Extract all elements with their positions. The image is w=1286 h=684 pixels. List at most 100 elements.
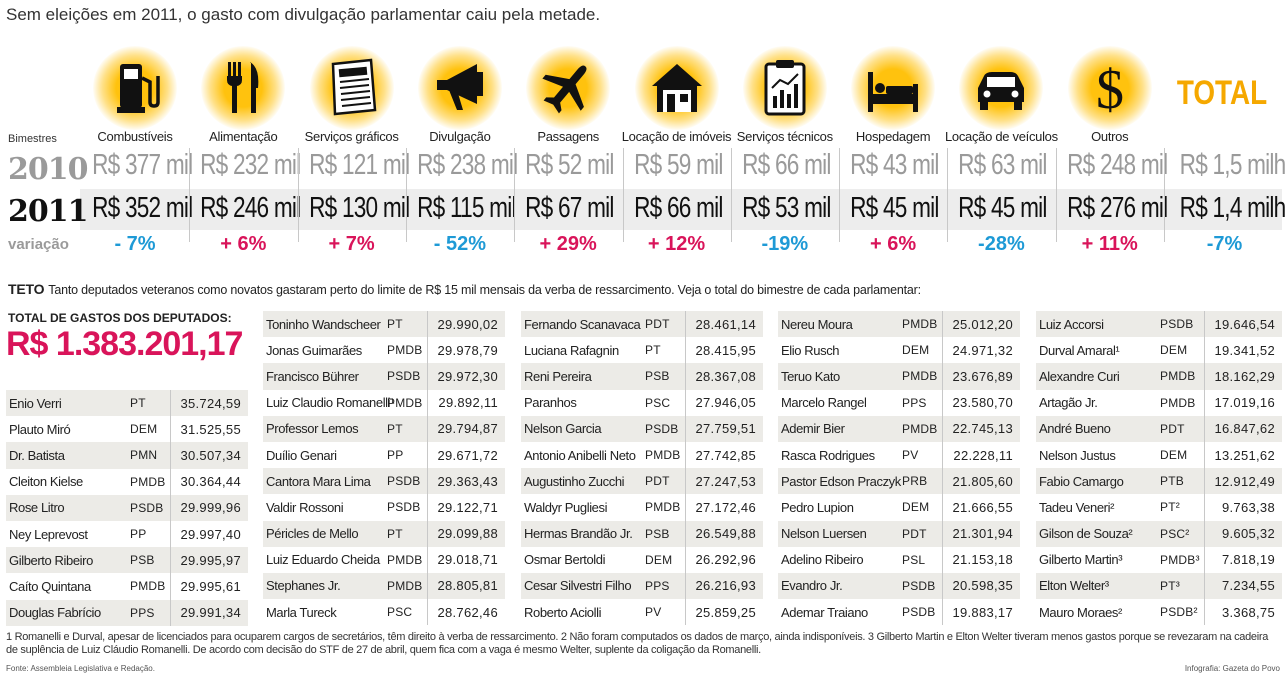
table-row: Cesar Silvestri Filho PPS 26.216,93	[521, 572, 763, 600]
cell-divider	[685, 468, 686, 495]
total-2010: R$ 1,5 milhão	[1179, 149, 1286, 181]
column-divider	[1164, 148, 1165, 242]
deputy-name: Enio Verri	[9, 395, 62, 411]
deputy-party: DEM	[1160, 448, 1188, 463]
table-row: Alexandre Curi PMDB 18.162,29	[1036, 363, 1282, 390]
deputy-party: PMDB	[130, 579, 166, 594]
deputy-name: Cesar Silvestri Filho	[524, 578, 632, 594]
source: Fonte: Assembleia Legislativa e Redação.	[6, 664, 155, 673]
cell-divider	[685, 441, 686, 469]
cell-divider	[427, 311, 428, 338]
deputy-name: Nelson Justus	[1039, 447, 1116, 463]
cell-divider	[170, 390, 171, 417]
deputy-party: PSDB	[130, 500, 164, 515]
deputy-name: Paranhos	[524, 395, 577, 411]
deputy-amount: 29.999,96	[180, 500, 241, 516]
table-row: Rose Litro PSDB 29.999,96	[6, 494, 248, 521]
deputy-amount: 17.019,16	[1214, 395, 1275, 411]
column-divider	[297, 148, 299, 242]
deputy-party: PMDB	[130, 474, 166, 489]
deputy-party: PSB	[645, 526, 670, 541]
table-row: Douglas Fabrício PPS 29.991,34	[6, 599, 248, 626]
deputy-name: Antonio Anibelli Neto	[524, 447, 636, 463]
deputy-name: Waldyr Pugliesi	[524, 499, 608, 515]
deputy-amount: 18.162,29	[1214, 368, 1275, 384]
table-row: Dr. Batista PMN 30.507,34	[6, 442, 248, 469]
deputy-party: PP	[130, 527, 147, 542]
deputies-column-4: Nereu Moura PMDB 25.012,20 Elio Rusch DEM 24.…	[778, 311, 1020, 626]
deputy-party: PSDB	[645, 421, 679, 436]
deputy-name: Nelson Luersen	[781, 526, 867, 542]
deputy-party: PMDB	[387, 578, 423, 593]
total-title: TOTAL	[1176, 74, 1268, 112]
deputy-party: PDT	[902, 526, 927, 541]
deputy-amount: 28.415,95	[695, 342, 756, 358]
deputy-name: Francisco Bührer	[266, 368, 359, 384]
cell-divider	[685, 311, 686, 338]
value-2011: R$ 67 mil	[525, 192, 614, 224]
value-2010: R$ 52 mil	[525, 149, 614, 181]
cell-divider	[427, 520, 428, 547]
cell-divider	[427, 494, 428, 521]
table-row: Fernando Scanavaca PDT 28.461,14	[521, 311, 763, 338]
deputy-name: Jonas Guimarães	[266, 342, 362, 358]
deputy-name: Douglas Fabrício	[9, 605, 101, 621]
deputy-amount: 13.251,62	[1214, 447, 1275, 463]
value-2011: R$ 246 mil	[200, 192, 301, 224]
newspaper-icon	[325, 58, 379, 116]
value-2011: R$ 45 mil	[958, 192, 1048, 224]
cell-divider	[685, 494, 686, 521]
value-2010: R$ 59 mil	[633, 149, 723, 181]
bimestres-label: Bimestres	[8, 133, 57, 145]
deputy-amount: 28.461,14	[695, 316, 756, 332]
deputy-amount: 23.676,89	[952, 368, 1013, 384]
category-name: Serviços técnicos	[736, 129, 833, 144]
variation: + 6%	[220, 233, 267, 255]
deputy-name: Cantora Mara Lima	[266, 473, 371, 489]
deputy-party: PV	[902, 448, 919, 463]
airplane-icon	[541, 58, 595, 116]
category-name: Combustíveis	[97, 129, 173, 144]
deputy-amount: 21.805,60	[952, 473, 1013, 489]
table-row: Antonio Anibelli Neto PMDB 27.742,85	[521, 441, 763, 469]
deputy-name: Rasca Rodrigues	[781, 447, 875, 463]
deputy-amount: 16.847,62	[1214, 421, 1275, 437]
cell-divider	[427, 468, 428, 495]
deputy-amount: 7.234,55	[1221, 578, 1275, 594]
deputy-amount: 31.525,55	[180, 421, 241, 437]
deputy-name: Reni Pereira	[524, 368, 592, 384]
cell-divider	[427, 415, 428, 442]
table-row: Marcelo Rangel PPS 23.580,70	[778, 389, 1020, 416]
deputy-amount: 29.990,02	[437, 316, 498, 332]
cell-divider	[170, 599, 171, 626]
category-6: Serviços técnicos R$ 66 mil R$ 53 mil -19%	[730, 46, 840, 255]
deputy-party: PSDB	[387, 474, 421, 489]
deputy-party: PT	[645, 343, 661, 358]
cell-divider	[427, 599, 428, 626]
cell-divider	[942, 363, 943, 390]
deputy-amount: 26.549,88	[695, 526, 756, 542]
deputy-amount: 30.364,44	[180, 474, 241, 490]
deputy-party: PT	[387, 526, 403, 541]
table-row: Nelson Luersen PDT 21.301,94	[778, 520, 1020, 547]
year-2011-label: 2011	[8, 194, 88, 229]
deputy-amount: 29.099,88	[437, 526, 498, 542]
cell-divider	[942, 468, 943, 495]
deputy-name: Artagão Jr.	[1039, 395, 1098, 411]
deputy-amount: 27.946,05	[695, 395, 756, 411]
deputy-name: Luiz Claudio Romanelli¹	[266, 395, 395, 411]
deputy-name: Pastor Edson Praczyk	[781, 473, 901, 489]
table-row: Péricles de Mello PT 29.099,88	[263, 520, 505, 547]
deputy-party: PP	[387, 448, 404, 463]
cell-divider	[942, 311, 943, 338]
deputy-party: PT³	[1160, 578, 1180, 593]
cell-divider	[685, 363, 686, 390]
cell-divider	[685, 520, 686, 547]
deputy-amount: 29.991,34	[180, 605, 241, 621]
deputy-name: Marcelo Rangel	[781, 395, 867, 411]
value-2010: R$ 63 mil	[958, 149, 1048, 181]
fork-knife-icon	[216, 58, 270, 116]
cell-divider	[427, 389, 428, 416]
cell-divider	[170, 442, 171, 469]
table-row: Cleiton Kielse PMDB 30.364,44	[6, 468, 248, 495]
